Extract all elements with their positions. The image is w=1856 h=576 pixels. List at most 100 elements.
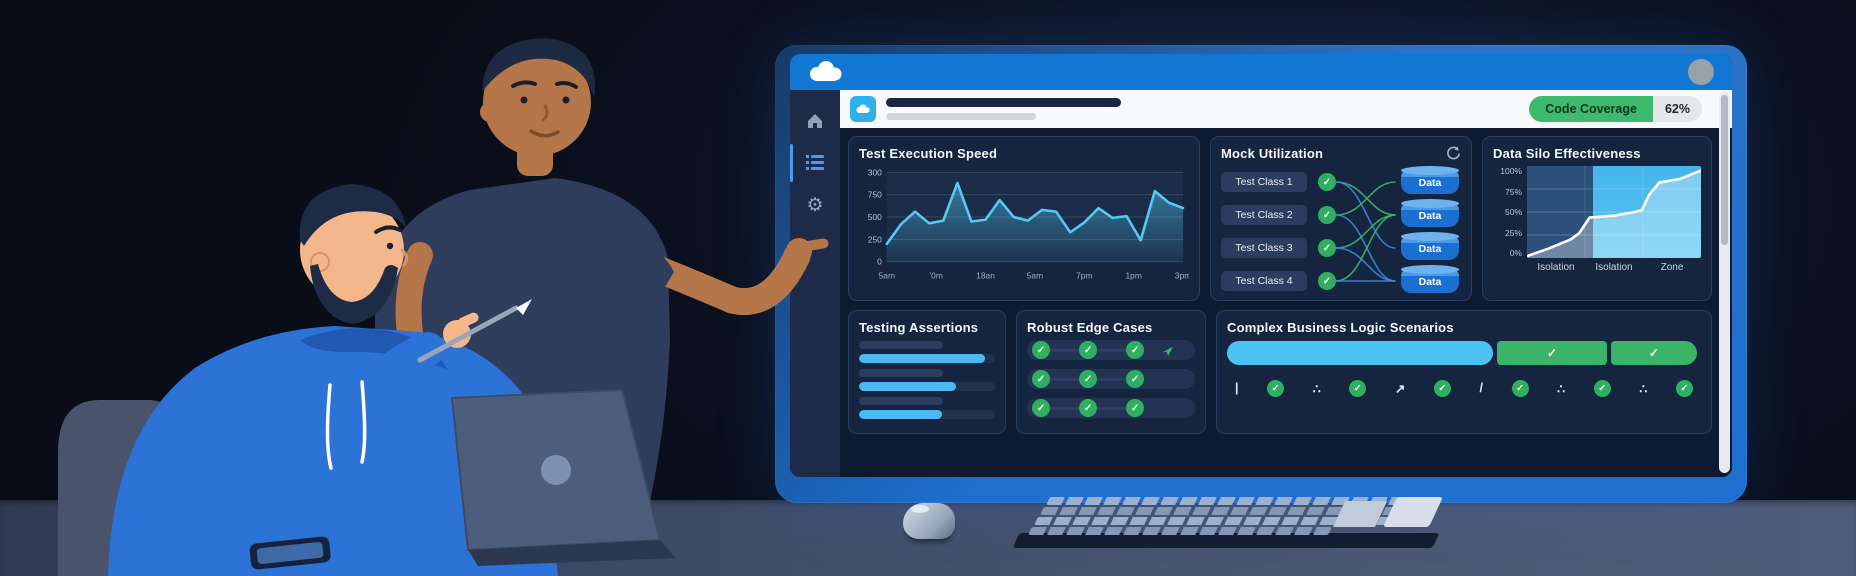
progress-segment <box>1227 341 1494 365</box>
arrow-icon <box>1161 344 1174 362</box>
active-indicator <box>790 144 793 182</box>
y-tick-label: 0% <box>1509 248 1522 258</box>
sidebar-item-home[interactable] <box>790 104 840 138</box>
panel-title: Test Execution Speed <box>859 146 998 161</box>
check-icon: ✓ <box>1318 173 1336 191</box>
check-icon: ✓ <box>1349 379 1367 397</box>
dots-icon: ∴ <box>1557 381 1566 396</box>
test-class-pill: Test Class 4 <box>1221 271 1307 291</box>
title-placeholders <box>886 98 1121 120</box>
test-class-pill: Test Class 2 <box>1221 205 1307 225</box>
svg-text:18an: 18an <box>976 271 995 281</box>
list-icon <box>806 155 824 170</box>
assertion-progress-track <box>859 410 995 419</box>
svg-text:250: 250 <box>868 234 882 244</box>
laptop <box>450 388 676 566</box>
check-icon: ✓ <box>1032 399 1051 417</box>
connection-lines <box>1335 181 1396 282</box>
data-cylinder: Data <box>1401 232 1459 260</box>
check-icon: ✓ <box>1433 379 1451 397</box>
edge-case-rows: ✓ ✓ ✓ ✓ ✓ ✓ ✓ ✓ ✓ <box>1027 340 1195 418</box>
mouse <box>903 503 955 539</box>
check-icon: ✓ <box>1032 370 1051 388</box>
subtitle-placeholder <box>886 113 1036 120</box>
app-header-bar <box>790 54 1732 90</box>
dots-icon: ∴ <box>1639 381 1648 396</box>
avatar[interactable] <box>1688 59 1714 85</box>
x-tick-label: Zone <box>1660 262 1684 273</box>
check-icon: ✓ <box>1126 399 1145 417</box>
y-axis-labels: 100% 75% 50% 25% 0% <box>1493 166 1527 258</box>
keyboard-row <box>1046 497 1432 505</box>
svg-text:750: 750 <box>868 190 882 200</box>
data-cylinder: Data <box>1401 166 1459 194</box>
test-class-pill: Test Class 3 <box>1221 238 1307 258</box>
person-seated <box>58 184 558 576</box>
dots-icon: ∴ <box>1312 381 1321 396</box>
assertion-label-bar <box>859 341 944 349</box>
sidebar-item-list[interactable] <box>790 144 840 182</box>
panel-title: Data Silo Effectiveness <box>1493 146 1641 161</box>
arrow-up-right-icon: ↗ <box>1394 381 1406 396</box>
test-class-pill: Test Class 1 <box>1221 172 1307 192</box>
svg-text:5am: 5am <box>1027 271 1043 281</box>
page-header: Code Coverage 62% <box>840 90 1732 128</box>
dashboard: Test Execution Speed 0 250 500 750 300 5am '0m… <box>840 128 1732 477</box>
keyboard-base <box>1012 533 1440 548</box>
panel-test-execution-speed: Test Execution Speed 0 250 500 750 300 5am '0m… <box>848 136 1200 301</box>
data-silo-chart <box>1527 166 1701 258</box>
keyboard-row <box>1040 507 1432 515</box>
check-icon: ✓ <box>1079 399 1098 417</box>
keyboard-row <box>1034 517 1432 525</box>
svg-text:500: 500 <box>868 212 882 222</box>
scenario-progress-bar: ✓ ✓ <box>1227 341 1701 365</box>
scenario-icon-row: | ✓ ∴ ✓ ↗ ✓ / ✓ ∴ ✓ ∴ ✓ <box>1227 378 1701 398</box>
test-execution-speed-chart: 0 250 500 750 300 5am '0m 18an 5am 7pm 1pm 3pm <box>868 167 1191 281</box>
refresh-icon[interactable] <box>1446 146 1461 161</box>
edge-case-track: ✓ ✓ ✓ <box>1027 398 1195 418</box>
check-segment: ✓ <box>1497 341 1607 365</box>
assertion-label-bar <box>859 397 944 405</box>
svg-text:0: 0 <box>877 257 882 267</box>
people-illustration <box>58 38 829 576</box>
assertion-progress-fill <box>859 410 942 419</box>
code-coverage-badge: Code Coverage 62% <box>1529 96 1702 122</box>
screen-body: ⚙ <box>790 90 1732 477</box>
y-tick-label: 100% <box>1500 166 1522 176</box>
sidebar: ⚙ <box>790 90 840 477</box>
check-icon: ✓ <box>1126 370 1145 388</box>
tick-mark-icon: | <box>1235 381 1239 395</box>
svg-text:7pm: 7pm <box>1076 271 1092 281</box>
edge-case-track: ✓ ✓ ✓ <box>1027 369 1195 389</box>
check-icon: ✓ <box>1079 370 1098 388</box>
assertion-progress-fill <box>859 382 956 391</box>
monitor: ⚙ <box>775 45 1747 503</box>
check-icon: ✓ <box>1126 341 1145 359</box>
screen: ⚙ <box>790 54 1732 477</box>
gear-icon: ⚙ <box>806 194 824 216</box>
svg-text:5am: 5am <box>879 271 895 281</box>
check-icon: ✓ <box>1079 341 1098 359</box>
title-placeholder <box>886 98 1121 107</box>
panel-robust-edge-cases: Robust Edge Cases ✓ ✓ ✓ ✓ ✓ ✓ ✓ ✓ ✓ <box>1016 310 1206 434</box>
scrollbar[interactable] <box>1719 92 1730 473</box>
home-icon <box>808 114 822 128</box>
check-icon: ✓ <box>1318 272 1336 290</box>
svg-text:300: 300 <box>868 167 882 177</box>
assertion-bars <box>859 341 995 419</box>
x-tick-label: Isolation <box>1595 262 1633 273</box>
y-tick-label: 25% <box>1504 227 1522 238</box>
scrollbar-thumb[interactable] <box>1721 95 1728 245</box>
panel-title: Testing Assertions <box>859 320 979 335</box>
code-coverage-label: Code Coverage <box>1529 96 1653 122</box>
keyboard <box>1012 497 1443 549</box>
panel-title: Mock Utilization <box>1221 146 1324 161</box>
check-icon: ✓ <box>1267 379 1285 397</box>
assertion-label-bar <box>859 369 944 377</box>
sidebar-item-settings[interactable]: ⚙ <box>790 188 840 222</box>
x-tick-label: Isolation <box>1537 262 1575 273</box>
svg-text:'0m: '0m <box>930 271 943 281</box>
edge-case-track: ✓ ✓ ✓ <box>1027 340 1195 360</box>
check-icon: ✓ <box>1318 239 1336 257</box>
